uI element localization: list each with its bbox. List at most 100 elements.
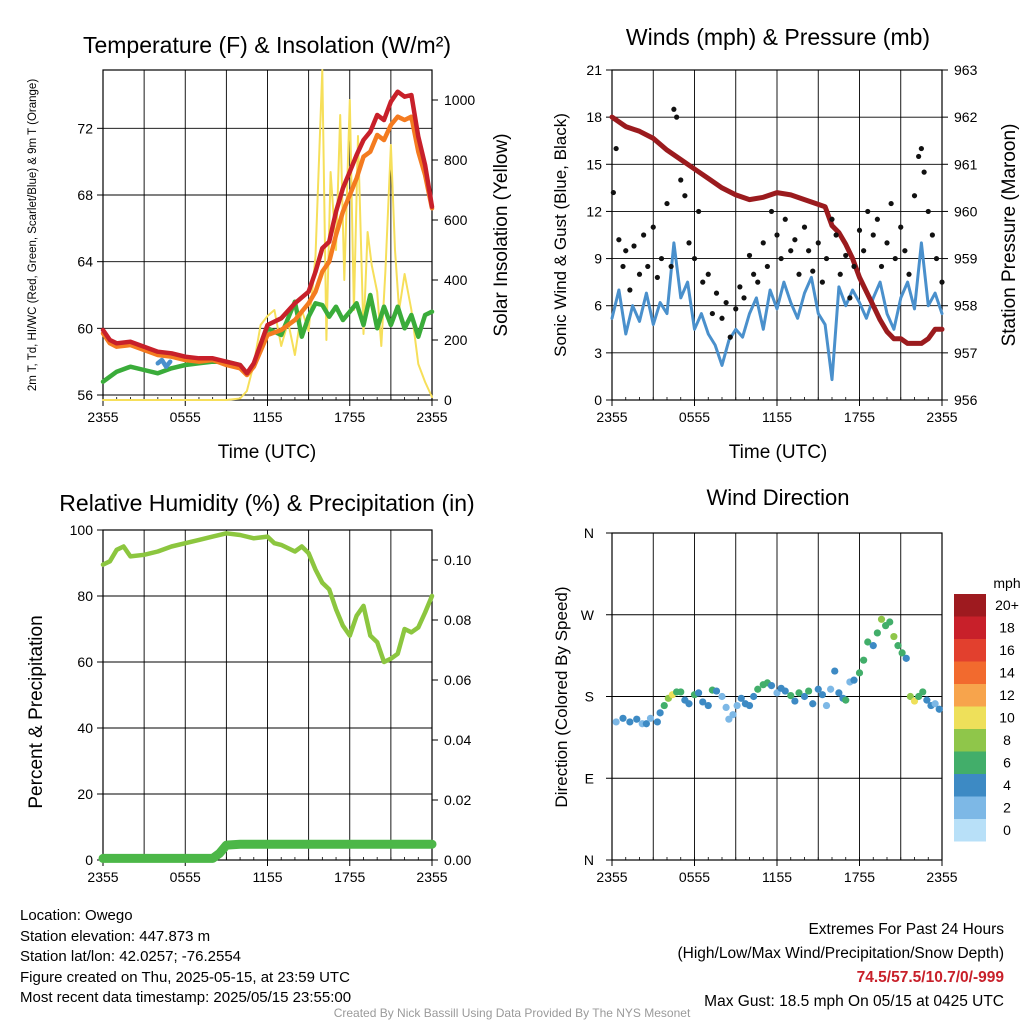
panel4-direction-point (902, 654, 910, 662)
panel2-gust-point (645, 263, 651, 270)
panel4-direction-point (835, 689, 843, 697)
extremes-panel: Extremes For Past 24 Hours (High/Low/Max… (678, 918, 1005, 1014)
panel2-gust-point (709, 310, 715, 317)
panel2-gust-point (870, 232, 876, 238)
panel4-direction-point (791, 697, 799, 705)
panel2-gust-point (616, 237, 622, 243)
panel4-xtick-label: 1755 (844, 869, 875, 885)
colorbar-unit: mph (993, 575, 1020, 591)
panel4-direction-point (767, 682, 776, 690)
panel2-ytick-right-label: 959 (954, 251, 978, 267)
colorbar-swatch (954, 661, 986, 684)
panel1-xtick-label: 1755 (334, 409, 365, 425)
panel3-frame (102, 529, 433, 861)
panel4-ytick-label: N (584, 852, 594, 868)
panel2-gust-point (650, 224, 656, 230)
panel2-gust-point (737, 284, 743, 290)
panel2-gust-point (916, 153, 922, 160)
colorbar-label: 4 (1003, 777, 1011, 793)
panel2-gust-point (861, 248, 867, 254)
panel4-direction-point (855, 669, 864, 677)
panel4-direction-point (653, 718, 661, 726)
panel1-ylabel-left: 2m T, Td, HI/WC (Red, Green, Scarlet/Blu… (27, 79, 39, 391)
panel4-direction-point (626, 718, 634, 726)
extremes-subtitle: (High/Low/Max Wind/Precipitation/Snow De… (677, 945, 1005, 962)
panel2-gust-point (705, 271, 711, 277)
panel2-ytick-right-label: 956 (954, 392, 978, 408)
panel1-series-line (100, 292, 435, 384)
panel4-xtick-label: 2355 (596, 869, 627, 885)
panel4-direction-point (750, 692, 758, 701)
panel2-gust-point (760, 240, 766, 246)
panel4-frame (611, 532, 943, 861)
panel4-direction-point (733, 701, 741, 710)
panel2-ytick-label: 21 (586, 62, 602, 78)
panel2-gust-point (746, 252, 753, 259)
panel3-humidity-line (100, 531, 435, 665)
panel2-gust-point (682, 193, 688, 199)
panel2-gust-point (933, 255, 940, 262)
panel4-direction-point (699, 698, 707, 706)
panel4-direction-point (612, 718, 620, 726)
panel4-direction-point (642, 720, 650, 728)
panel3-ytick-label: 20 (77, 786, 93, 802)
panel3-xtick-label: 2355 (416, 869, 447, 885)
panel4-direction-point (935, 705, 943, 713)
panel3-ytick-label: 80 (77, 588, 93, 604)
colorbar-swatch (954, 729, 986, 752)
panel2-gust-point (700, 279, 706, 285)
panel2-gust-point (678, 177, 684, 183)
panel2-gust-point (792, 237, 798, 243)
panel3-ylabel-left: Percent & Precipitation (26, 615, 47, 808)
panel4-direction-point (677, 688, 685, 696)
panel1-series-line (100, 114, 435, 378)
panel4-direction-point (827, 685, 835, 693)
panel4-direction-point (809, 700, 817, 708)
colorbar-label: 2 (1003, 800, 1011, 816)
panel2-gust-point (796, 271, 802, 277)
panel4-direction-point (695, 689, 703, 697)
panel2-gust-point (613, 145, 619, 152)
panel4-direction-point (660, 701, 668, 710)
panel1-xlabel: Time (UTC) (218, 442, 317, 463)
panel1-series-line (100, 89, 435, 376)
panel2-gust-point (719, 315, 725, 321)
panel3-xtick-label: 0555 (170, 869, 201, 885)
panel2-gust-point (843, 252, 849, 259)
panel2-xtick-label: 0555 (679, 409, 710, 425)
station-location: Location: Owego (20, 907, 133, 924)
panel2-gust-point (898, 224, 904, 230)
panel2-gust-point (610, 189, 616, 196)
panel2-gust-point (733, 306, 739, 312)
figure-created: Figure created on Thu, 2025-05-15, at 23… (20, 968, 350, 986)
panel1-ytick-label: 64 (77, 254, 93, 270)
panel2-gust-point (921, 169, 927, 175)
panel3-ytick-label: 40 (77, 720, 93, 736)
panel2-ytick-label: 3 (594, 345, 602, 361)
colorbar-swatch (954, 684, 986, 707)
panel2-ytick-label: 6 (594, 298, 602, 314)
panel2-gust-point (851, 263, 857, 270)
panel2-gust-point (918, 145, 924, 152)
panel4-xtick-label: 1155 (762, 869, 792, 885)
panel3-title: Relative Humidity (%) & Precipitation (i… (59, 490, 474, 516)
panel2-gust-point (778, 255, 784, 262)
panel2-gust-point (810, 268, 816, 274)
panel4-direction-point (822, 701, 831, 710)
panel4-direction-point (814, 685, 822, 693)
panel3-ytick-right-label: 0.00 (444, 852, 471, 868)
panel4-direction-point (781, 687, 789, 695)
colorbar-label: 16 (999, 642, 1015, 658)
panel1-ytick-right-label: 200 (444, 332, 468, 348)
colorbar-label: 6 (1003, 755, 1011, 771)
panel2-gust-point (911, 193, 918, 199)
panel2-ytick-right-label: 958 (954, 298, 978, 314)
colorbar-swatch (954, 639, 986, 662)
panel2-gust-point (865, 208, 871, 215)
extremes-title: Extremes For Past 24 Hours (808, 921, 1004, 938)
panel1-ytick-label: 72 (77, 120, 93, 136)
panel4-ytick-label: S (585, 689, 594, 705)
panel2-gust-point (837, 271, 843, 277)
panel3-ytick-right-label: 0.06 (444, 672, 471, 688)
extremes-values: 74.5/57.5/10.7/0/-999 (856, 969, 1004, 986)
